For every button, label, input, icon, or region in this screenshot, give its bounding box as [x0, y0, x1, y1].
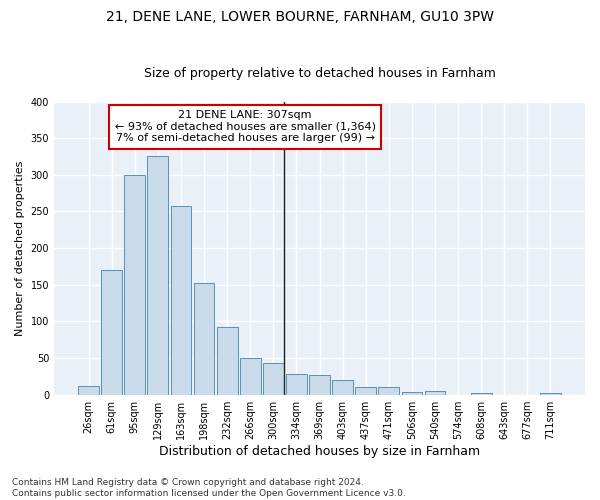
Bar — [170, 206, 191, 394]
X-axis label: Distribution of detached houses by size in Farnham: Distribution of detached houses by size … — [159, 444, 480, 458]
Bar — [263, 363, 284, 394]
Bar — [286, 374, 307, 394]
Bar — [425, 391, 445, 394]
Bar — [401, 392, 422, 394]
Bar — [78, 386, 99, 394]
Bar — [332, 380, 353, 394]
Text: 21 DENE LANE: 307sqm
← 93% of detached houses are smaller (1,364)
7% of semi-det: 21 DENE LANE: 307sqm ← 93% of detached h… — [115, 110, 376, 144]
Bar — [124, 175, 145, 394]
Bar — [240, 358, 260, 395]
Bar — [540, 392, 561, 394]
Text: 21, DENE LANE, LOWER BOURNE, FARNHAM, GU10 3PW: 21, DENE LANE, LOWER BOURNE, FARNHAM, GU… — [106, 10, 494, 24]
Bar — [355, 386, 376, 394]
Bar — [379, 388, 399, 394]
Bar — [217, 328, 238, 394]
Bar — [148, 156, 168, 394]
Bar — [101, 270, 122, 394]
Bar — [309, 375, 330, 394]
Title: Size of property relative to detached houses in Farnham: Size of property relative to detached ho… — [143, 66, 496, 80]
Y-axis label: Number of detached properties: Number of detached properties — [15, 160, 25, 336]
Bar — [194, 282, 214, 395]
Bar — [471, 393, 491, 394]
Text: Contains HM Land Registry data © Crown copyright and database right 2024.
Contai: Contains HM Land Registry data © Crown c… — [12, 478, 406, 498]
